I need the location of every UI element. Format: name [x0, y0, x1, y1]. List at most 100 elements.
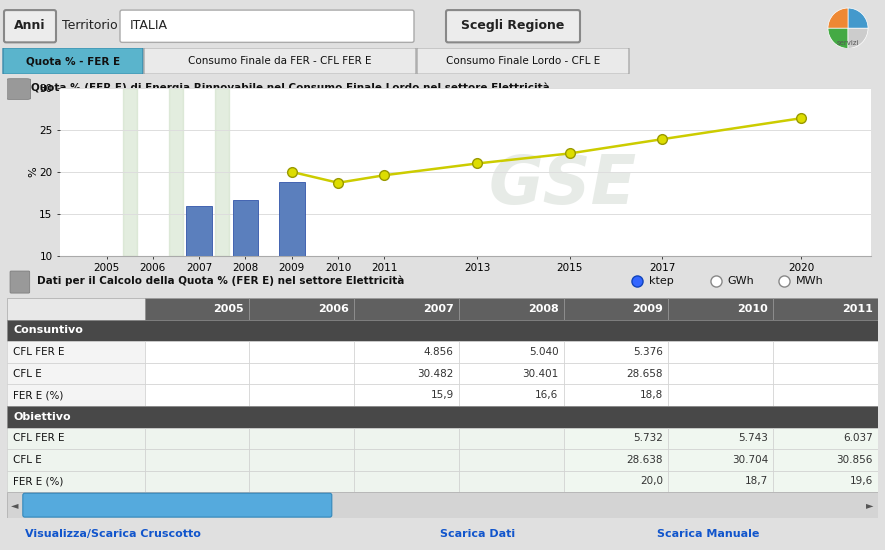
Text: 15,9: 15,9 [430, 390, 454, 400]
Text: 2005: 2005 [213, 304, 244, 314]
Text: ktep: ktep [649, 276, 673, 286]
Text: Visualizza/Scarica Cruscotto: Visualizza/Scarica Cruscotto [25, 529, 201, 539]
Text: Scegli Regione: Scegli Regione [461, 19, 565, 32]
FancyBboxPatch shape [120, 10, 414, 42]
Wedge shape [828, 28, 848, 48]
Bar [7, 471, 144, 492]
Text: Consuntivo: Consuntivo [343, 104, 402, 114]
Bar [668, 341, 773, 363]
Text: Consumo Finale Lordo - CFL E: Consumo Finale Lordo - CFL E [446, 56, 600, 66]
FancyBboxPatch shape [3, 48, 143, 74]
Text: Anni: Anni [14, 19, 46, 32]
Text: Scarica Manuale: Scarica Manuale [657, 529, 759, 539]
Bar [7, 341, 144, 363]
Bar [459, 298, 564, 320]
Bar [354, 427, 459, 449]
Bar [250, 427, 354, 449]
Bar [459, 427, 564, 449]
Text: 30.401: 30.401 [522, 368, 558, 378]
Bar [773, 427, 878, 449]
Bar [773, 341, 878, 363]
Text: Quota % (FER E) di Energia Rinnovabile nel Consumo Finale Lordo nel settore Elet: Quota % (FER E) di Energia Rinnovabile n… [31, 83, 550, 94]
Text: Consumo Finale da FER - CFL FER E: Consumo Finale da FER - CFL FER E [189, 56, 372, 66]
Bar [320, 100, 340, 117]
Text: 16,6: 16,6 [535, 390, 558, 400]
Bar [459, 341, 564, 363]
Bar [564, 449, 668, 471]
Text: 5.040: 5.040 [529, 347, 558, 357]
Bar [564, 363, 668, 384]
FancyBboxPatch shape [144, 48, 416, 74]
Text: ►: ► [866, 500, 873, 510]
Bar [564, 341, 668, 363]
Text: CFL E: CFL E [13, 368, 42, 378]
Text: 19,6: 19,6 [850, 476, 873, 486]
Text: 2006: 2006 [318, 304, 349, 314]
Bar [773, 449, 878, 471]
Bar [459, 449, 564, 471]
Text: MWh: MWh [796, 276, 824, 286]
Text: 28.658: 28.658 [627, 368, 663, 378]
Bar [668, 449, 773, 471]
Bar [668, 384, 773, 406]
FancyBboxPatch shape [446, 10, 580, 42]
Bar [7, 449, 144, 471]
Text: 6.037: 6.037 [843, 433, 873, 443]
Bar [250, 384, 354, 406]
Bar [459, 471, 564, 492]
FancyBboxPatch shape [6, 79, 31, 100]
Text: 2010: 2010 [737, 304, 768, 314]
Wedge shape [828, 8, 848, 28]
Wedge shape [848, 8, 868, 28]
Text: Scarica Dati: Scarica Dati [440, 529, 515, 539]
Text: 30.482: 30.482 [418, 368, 454, 378]
Bar [7, 406, 878, 427]
FancyBboxPatch shape [23, 493, 332, 517]
Bar [564, 471, 668, 492]
Text: 2007: 2007 [423, 304, 454, 314]
Bar [144, 471, 250, 492]
Text: 28.638: 28.638 [627, 455, 663, 465]
Text: servizi: servizi [836, 40, 859, 46]
Bar [668, 363, 773, 384]
Text: Obiettivo: Obiettivo [434, 104, 481, 114]
Text: ITALIA: ITALIA [130, 19, 168, 32]
Text: 4.856: 4.856 [424, 347, 454, 357]
Bar [354, 298, 459, 320]
Text: CFL E: CFL E [13, 455, 42, 465]
Text: 5.732: 5.732 [634, 433, 663, 443]
Text: 5.376: 5.376 [634, 347, 663, 357]
Bar [773, 471, 878, 492]
Bar [250, 363, 354, 384]
Bar [7, 363, 144, 384]
Text: 20,0: 20,0 [640, 476, 663, 486]
Bar [7, 298, 144, 320]
Text: Territorio: Territorio [62, 19, 118, 32]
Bar [564, 298, 668, 320]
Bar [7, 384, 144, 406]
Text: CFL FER E: CFL FER E [13, 433, 65, 443]
Wedge shape [848, 28, 868, 48]
Bar [250, 341, 354, 363]
FancyBboxPatch shape [10, 271, 30, 293]
Bar [668, 427, 773, 449]
Bar [144, 449, 250, 471]
Text: Dati per il Calcolo della Quota % (FER E) nel settore Elettricità: Dati per il Calcolo della Quota % (FER E… [36, 276, 404, 287]
Bar [7, 427, 144, 449]
Bar [354, 341, 459, 363]
Text: FER E (%): FER E (%) [13, 476, 64, 486]
Bar [144, 341, 250, 363]
Bar [250, 298, 354, 320]
Bar [144, 298, 250, 320]
Text: 18,8: 18,8 [640, 390, 663, 400]
Bar [250, 471, 354, 492]
Bar [187, 206, 212, 340]
Bar [233, 200, 258, 340]
Bar [354, 363, 459, 384]
Bar [144, 384, 250, 406]
Bar [354, 384, 459, 406]
Y-axis label: %: % [28, 167, 38, 177]
Bar [7, 320, 878, 341]
Text: ◄: ◄ [12, 500, 19, 510]
Text: CFL FER E: CFL FER E [13, 347, 65, 357]
